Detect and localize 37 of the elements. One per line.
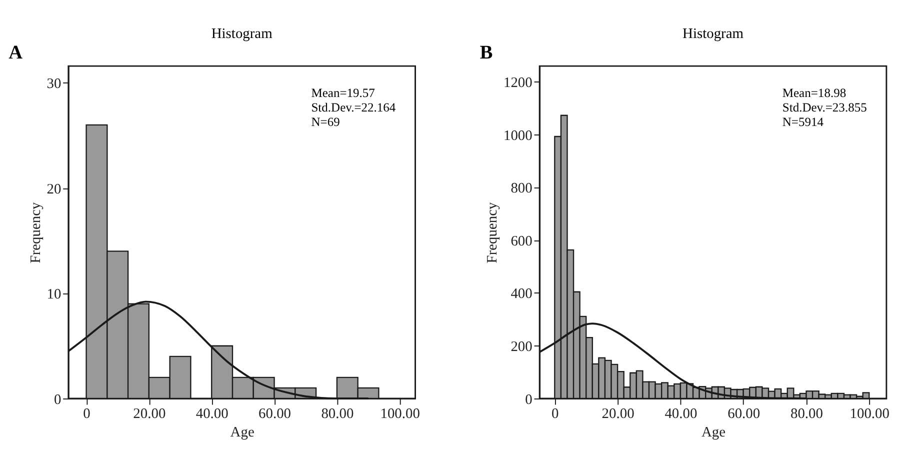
y-tick-label: 600: [510, 233, 532, 250]
annotation: N=5914: [782, 114, 824, 129]
annotation: Std.Dev.=22.164: [311, 100, 396, 114]
x-axis-title: Age: [701, 424, 726, 441]
x-tick-label: 80.00: [790, 406, 823, 422]
x-tick-label: 60.00: [728, 406, 760, 422]
x-tick-label: 20.00: [133, 406, 166, 422]
y-tick-label: 800: [510, 180, 532, 197]
y-tick-label: 200: [510, 339, 532, 356]
y-tick-label: 10: [46, 286, 62, 303]
x-axis-title: Age: [230, 424, 254, 441]
y-tick-label: 30: [46, 76, 62, 92]
y-tick-label: 0: [525, 392, 532, 408]
y-axis-title: Frequency: [28, 201, 44, 264]
x-tick-label: 100.00: [850, 406, 890, 422]
x-tick-label: 0: [83, 406, 90, 422]
text: A: [8, 42, 23, 64]
y-tick-label: 0: [54, 392, 62, 408]
chart-title: Histogram: [211, 26, 272, 42]
y-tick-label: 1000: [503, 128, 532, 144]
annotation: N=69: [311, 114, 340, 129]
annotation: Mean=19.57: [311, 86, 375, 100]
x-tick-label: 80.00: [321, 406, 354, 422]
annotation: Mean=18.98: [782, 86, 846, 100]
x-tick-label: 20.00: [602, 406, 634, 422]
y-tick-label: 400: [510, 286, 532, 302]
y-axis-title: Frequency: [484, 201, 501, 264]
x-tick-label: 40.00: [196, 406, 228, 422]
x-tick-label: 40.00: [664, 406, 698, 422]
x-tick-label: 0: [552, 406, 559, 422]
text: B: [480, 42, 493, 64]
x-tick-label: 60.00: [258, 406, 291, 422]
y-tick-label: 1200: [503, 75, 532, 92]
chart-title: Histogram: [682, 26, 744, 42]
x-tick-label: 100.00: [380, 406, 420, 422]
y-tick-label: 20: [46, 181, 62, 198]
annotation: Std.Dev.=23.855: [782, 100, 867, 114]
